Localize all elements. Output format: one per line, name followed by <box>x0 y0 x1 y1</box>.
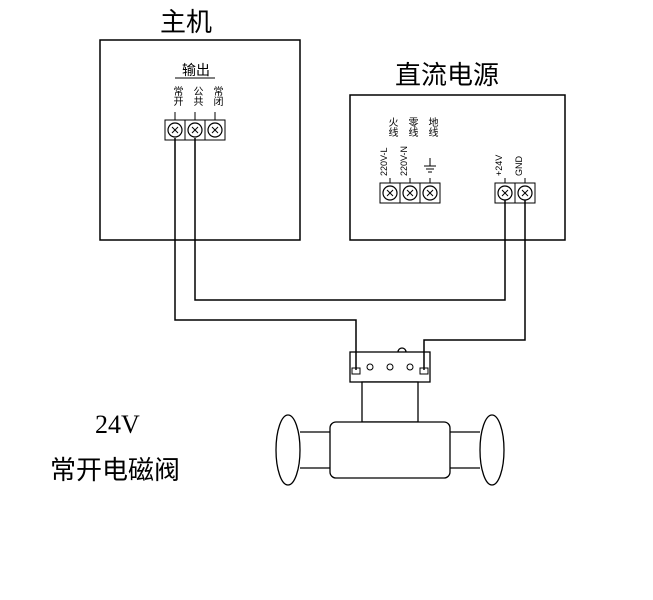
power-rpin-1: GND <box>514 156 524 177</box>
power-pin-1: 220V-N <box>399 146 409 176</box>
valve-line1: 24V <box>95 410 140 440</box>
host-output-label: 输出 <box>182 60 210 80</box>
power-rpin-0: +24V <box>494 155 504 176</box>
valve-flange-left <box>276 415 300 485</box>
valve-coil-top <box>350 352 430 382</box>
valve-line2: 常开电磁阀 <box>50 450 180 487</box>
wire-gnd-to-valve <box>424 200 525 370</box>
host-title: 主机 <box>160 2 212 39</box>
valve-body <box>330 422 450 478</box>
power-title: 直流电源 <box>395 55 499 92</box>
valve-flange-right <box>480 415 504 485</box>
host-term-no: 常开 <box>169 86 184 106</box>
power-pin-0: 220V-L <box>379 147 389 176</box>
power-term-g-name: 地线 <box>424 117 439 137</box>
host-term-nc: 常闭 <box>209 86 224 106</box>
host-term-com: 公共 <box>189 86 204 106</box>
power-term-l-name: 火线 <box>384 117 399 137</box>
power-term-n-name: 零线 <box>404 117 419 137</box>
valve-coil-mid <box>362 382 418 422</box>
wire-host-no-to-valve <box>175 138 356 370</box>
